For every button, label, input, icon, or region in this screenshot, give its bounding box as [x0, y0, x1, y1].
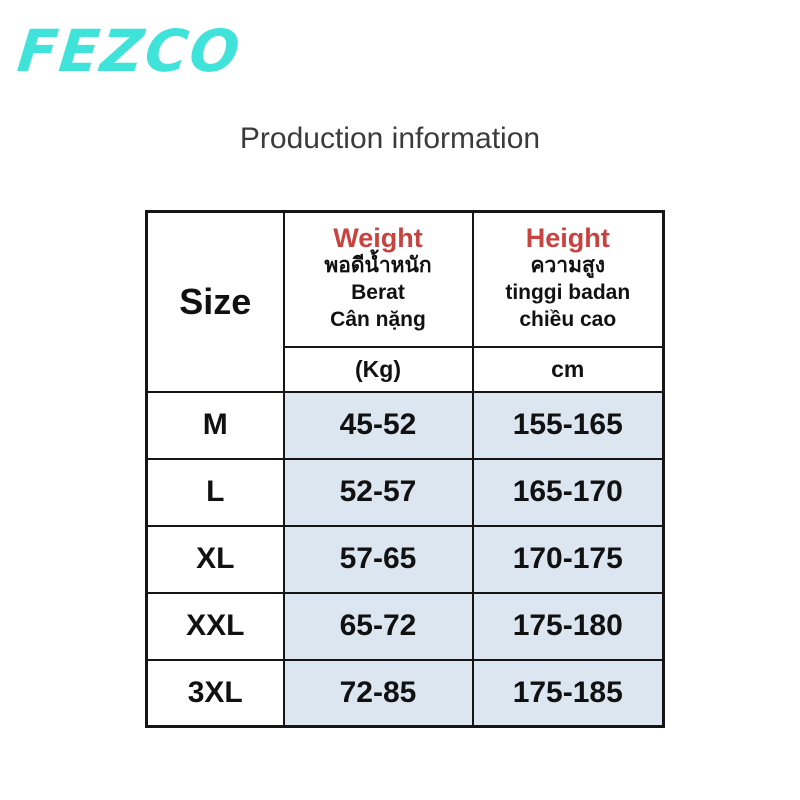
column-header-weight: Weight พอดีน้ำหนัก Berat Cân nặng [282, 210, 474, 348]
weight-label-id: Berat [351, 281, 405, 305]
table-row: M 45-52 155-165 [145, 390, 665, 460]
height-label-th: ความสูง [530, 254, 606, 278]
height-label-en: Height [525, 223, 610, 254]
size-label: XXL [145, 591, 285, 661]
table-row: XL 57-65 170-175 [145, 524, 665, 594]
size-label: XL [145, 524, 285, 594]
height-value-cell: 155-165 [471, 390, 665, 460]
column-header-size: Size [145, 210, 285, 393]
height-unit: cm [471, 345, 665, 393]
table-row: L 52-57 165-170 [145, 457, 665, 527]
weight-unit: (Kg) [282, 345, 474, 393]
size-label: 3XL [145, 658, 285, 728]
height-value-cell: 175-185 [471, 658, 665, 728]
table-header-row: Size Weight พอดีน้ำหนัก Berat Cân nặng H… [145, 210, 665, 393]
size-label: L [145, 457, 285, 527]
weight-value-cell: 52-57 [282, 457, 474, 527]
size-chart-table: Size Weight พอดีน้ำหนัก Berat Cân nặng H… [145, 210, 665, 728]
column-header-height: Height ความสูง tinggi badan chiều cao [471, 210, 665, 348]
height-label-id: tinggi badan [505, 281, 631, 305]
table-unit-row: (Kg) cm [147, 345, 665, 393]
page-title: Production information [239, 122, 541, 155]
table-row: XXL 65-72 175-180 [145, 591, 665, 661]
weight-label-th: พอดีน้ำหนัก [324, 254, 432, 278]
weight-label-vi: Cân nặng [330, 308, 426, 332]
height-label-vi: chiều cao [519, 308, 617, 332]
table-row: 3XL 72-85 175-185 [145, 658, 665, 728]
height-value-cell: 165-170 [471, 457, 665, 527]
size-label: M [145, 390, 285, 460]
height-value-cell: 175-180 [471, 591, 665, 661]
weight-value-cell: 65-72 [282, 591, 474, 661]
weight-value-cell: 72-85 [282, 658, 474, 728]
height-value-cell: 170-175 [471, 524, 665, 594]
weight-label-en: Weight [333, 223, 423, 254]
brand-logo: FEZCO [14, 17, 245, 85]
weight-value-cell: 57-65 [282, 524, 474, 594]
weight-value-cell: 45-52 [282, 390, 474, 460]
